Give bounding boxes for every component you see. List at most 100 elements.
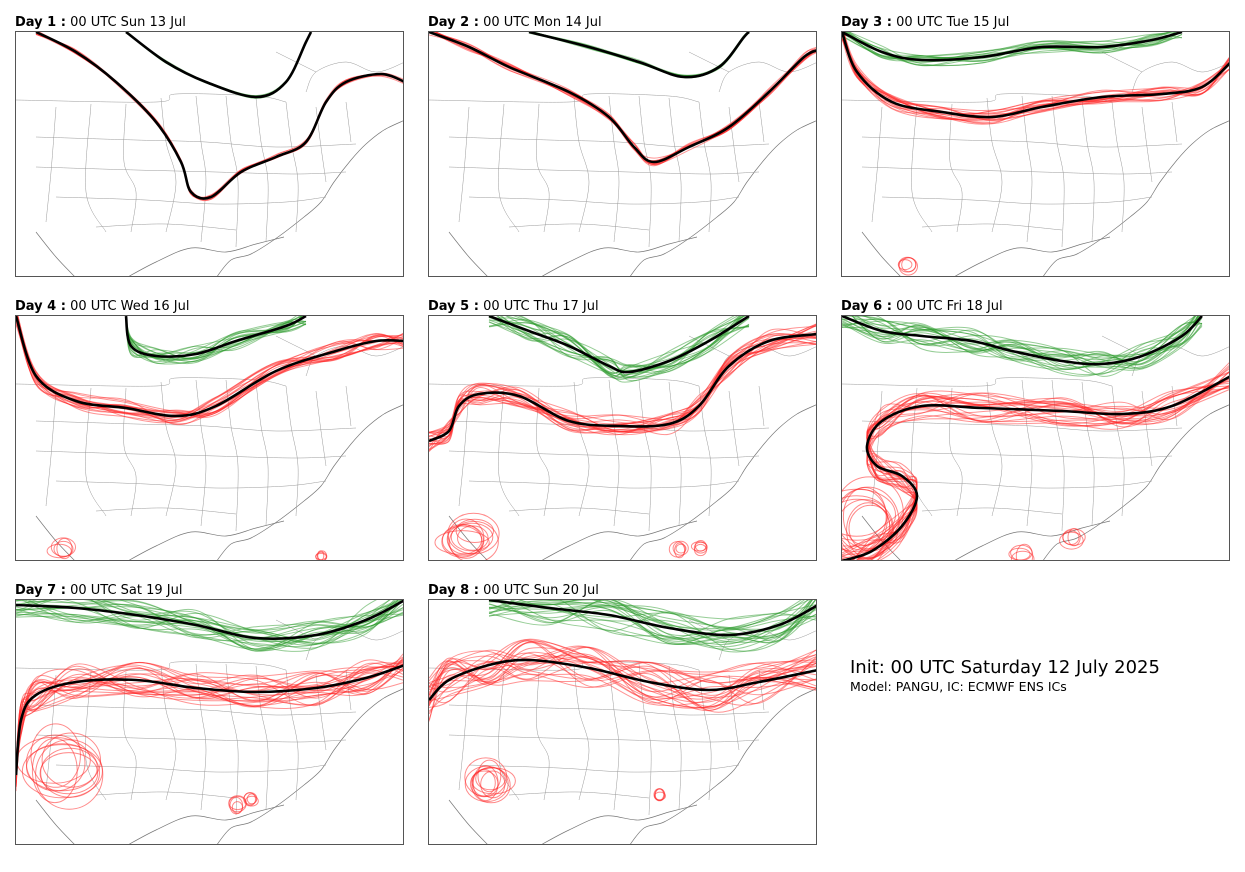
valid-time: 00 UTC Sun 13 Jul bbox=[70, 15, 186, 30]
state-border bbox=[448, 136, 770, 148]
coastline bbox=[630, 688, 816, 844]
state-border bbox=[911, 103, 933, 233]
state-border bbox=[698, 101, 712, 233]
basemap bbox=[16, 619, 403, 844]
upper-ensemble-mean-line bbox=[125, 32, 313, 99]
state-border bbox=[508, 791, 650, 799]
closed-low-contour bbox=[31, 737, 78, 804]
ensemble-member-line bbox=[16, 662, 403, 787]
state-border bbox=[921, 507, 1063, 515]
state-border bbox=[225, 663, 239, 816]
upper-ensemble-mean-line bbox=[528, 32, 750, 79]
closed-low-contour bbox=[441, 524, 485, 557]
lower-ensemble-mean-line bbox=[429, 658, 816, 701]
closed-low-contour bbox=[897, 259, 913, 271]
state-border bbox=[35, 450, 347, 459]
map-svg bbox=[842, 32, 1229, 276]
map-svg bbox=[429, 316, 816, 560]
closed-low-contour bbox=[434, 530, 490, 555]
coastline bbox=[541, 236, 698, 276]
closed-low-contour bbox=[1010, 550, 1035, 560]
coastline bbox=[541, 804, 698, 844]
lower-ensemble-mean-line bbox=[842, 375, 1229, 560]
state-border bbox=[1131, 61, 1229, 93]
lower-contour-members bbox=[842, 362, 1229, 560]
closed-low-contour bbox=[901, 257, 917, 273]
ensemble-member-line bbox=[38, 32, 403, 199]
closed-low-contour bbox=[694, 540, 707, 552]
state-border bbox=[345, 385, 352, 427]
state-border bbox=[1141, 390, 1153, 467]
ensemble-member-line bbox=[16, 600, 400, 636]
valid-time: 00 UTC Sun 20 Jul bbox=[483, 583, 599, 598]
closed-low-contour bbox=[35, 739, 104, 810]
closed-low-contour bbox=[654, 788, 665, 802]
state-border bbox=[160, 381, 177, 517]
ensemble-member-line bbox=[488, 316, 750, 378]
state-border bbox=[448, 450, 760, 459]
state-border bbox=[638, 663, 652, 816]
init-time-text: Init: 00 UTC Saturday 12 July 2025 bbox=[850, 657, 1160, 678]
closed-low-contour bbox=[449, 520, 499, 560]
ensemble-member-line bbox=[48, 600, 395, 634]
closed-low-contour bbox=[450, 522, 494, 552]
closed-low-contour bbox=[480, 770, 506, 799]
state-border bbox=[225, 95, 239, 248]
coastline bbox=[630, 404, 816, 560]
ensemble-member-line bbox=[429, 32, 816, 159]
state-border bbox=[758, 669, 765, 711]
state-border bbox=[195, 95, 207, 243]
closed-low-contour bbox=[39, 752, 99, 795]
state-border bbox=[195, 379, 207, 527]
state-border bbox=[536, 671, 550, 801]
valid-time: 00 UTC Tue 15 Jul bbox=[896, 15, 1010, 30]
state-border bbox=[123, 103, 137, 233]
ensemble-member-line bbox=[16, 600, 391, 647]
ensemble-member-line bbox=[125, 32, 312, 99]
state-border bbox=[448, 734, 760, 743]
day-label: Day 7 : bbox=[15, 583, 66, 598]
closed-low-contour bbox=[672, 540, 689, 556]
upper-ensemble-mean-line bbox=[842, 316, 1203, 366]
coastline bbox=[541, 520, 698, 560]
state-border bbox=[842, 93, 1113, 103]
closed-low-contour bbox=[1059, 531, 1084, 550]
coastline bbox=[35, 231, 75, 276]
state-border bbox=[668, 97, 682, 243]
lower-contour-members bbox=[429, 323, 816, 560]
ensemble-member-line bbox=[16, 663, 403, 788]
state-border bbox=[573, 97, 590, 233]
ensemble-member-line bbox=[429, 660, 816, 696]
closed-low-contour bbox=[41, 732, 101, 788]
coastline bbox=[128, 236, 285, 276]
state-border bbox=[1081, 97, 1095, 243]
valid-time: 00 UTC Fri 18 Jul bbox=[896, 299, 1003, 314]
ensemble-member-line bbox=[16, 659, 403, 774]
coastline bbox=[630, 120, 816, 276]
closed-low-contour bbox=[229, 796, 244, 815]
day-label: Day 4 : bbox=[15, 299, 66, 314]
state-border bbox=[429, 93, 700, 103]
coastline bbox=[128, 520, 285, 560]
closed-low-contour bbox=[693, 541, 708, 554]
ensemble-member-line bbox=[16, 600, 403, 631]
map-day-7 bbox=[15, 599, 404, 845]
state-border bbox=[608, 379, 620, 527]
forecast-info: Init: 00 UTC Saturday 12 July 2025 Model… bbox=[850, 657, 1160, 695]
ensemble-member-line bbox=[20, 600, 403, 643]
closed-low-contour bbox=[243, 792, 258, 805]
ensemble-member-line bbox=[16, 600, 403, 643]
map-svg bbox=[16, 316, 403, 560]
ensemble-member-line bbox=[842, 321, 1203, 365]
panel-title: Day 8 : 00 UTC Sun 20 Jul bbox=[428, 583, 599, 598]
coastline bbox=[217, 688, 403, 844]
ensemble-member-line bbox=[16, 606, 403, 631]
state-border bbox=[668, 381, 682, 527]
ensemble-member-line bbox=[429, 649, 816, 708]
panel-title: Day 3 : 00 UTC Tue 15 Jul bbox=[841, 15, 1009, 30]
upper-contour-members bbox=[842, 316, 1203, 377]
coastline bbox=[861, 231, 901, 276]
state-border bbox=[842, 377, 1113, 387]
ensemble-member-line bbox=[429, 334, 816, 445]
state-border bbox=[949, 103, 963, 233]
